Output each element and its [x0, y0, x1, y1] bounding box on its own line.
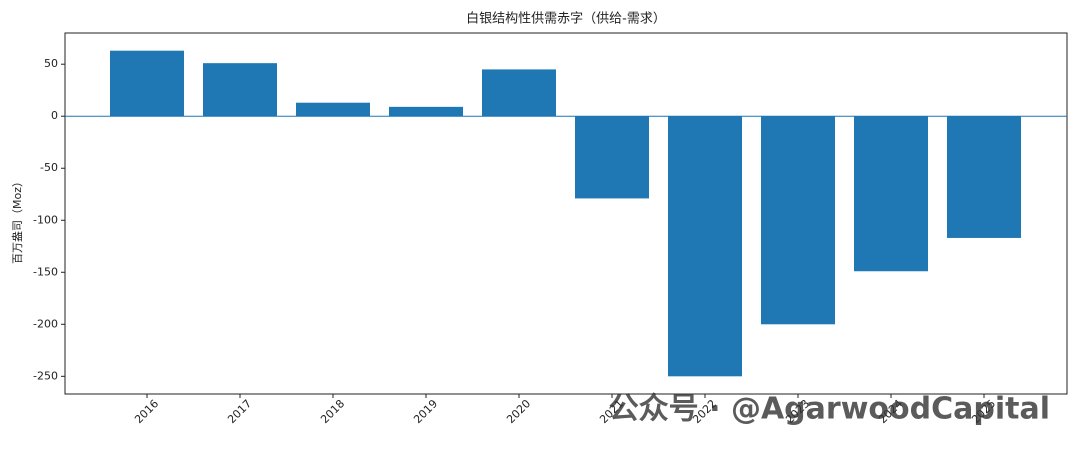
y-tick-label: -200: [33, 317, 58, 330]
y-tick-label: -150: [33, 265, 58, 278]
plot-frame: [64, 32, 1068, 395]
bar: [761, 116, 835, 325]
y-tick-label: -50: [40, 161, 58, 174]
bar: [203, 63, 277, 117]
watermark: 公众号 · @AgarwoodCapital: [609, 392, 1050, 427]
y-axis-label: 百万盎司（Moz）: [10, 176, 24, 264]
y-tick-label: -100: [33, 213, 58, 226]
bar: [947, 116, 1021, 238]
chart-title: 白银结构性供需赤字（供给-需求）: [466, 11, 666, 27]
x-tick-label: 2016: [132, 397, 161, 426]
bar: [110, 50, 184, 117]
bar: [389, 106, 463, 117]
y-tick-label: 0: [51, 109, 58, 122]
y-tick-label: 50: [44, 57, 58, 70]
x-tick-label: 2017: [225, 397, 254, 426]
bar: [854, 116, 928, 272]
x-tick-label: 2019: [411, 397, 440, 426]
x-tick-label: 2020: [504, 397, 533, 426]
y-tick-label: -250: [33, 369, 58, 382]
x-tick-label: 2018: [318, 397, 347, 426]
bar: [482, 69, 556, 117]
bar: [296, 102, 370, 117]
bar: [575, 116, 649, 199]
bar: [668, 116, 742, 377]
